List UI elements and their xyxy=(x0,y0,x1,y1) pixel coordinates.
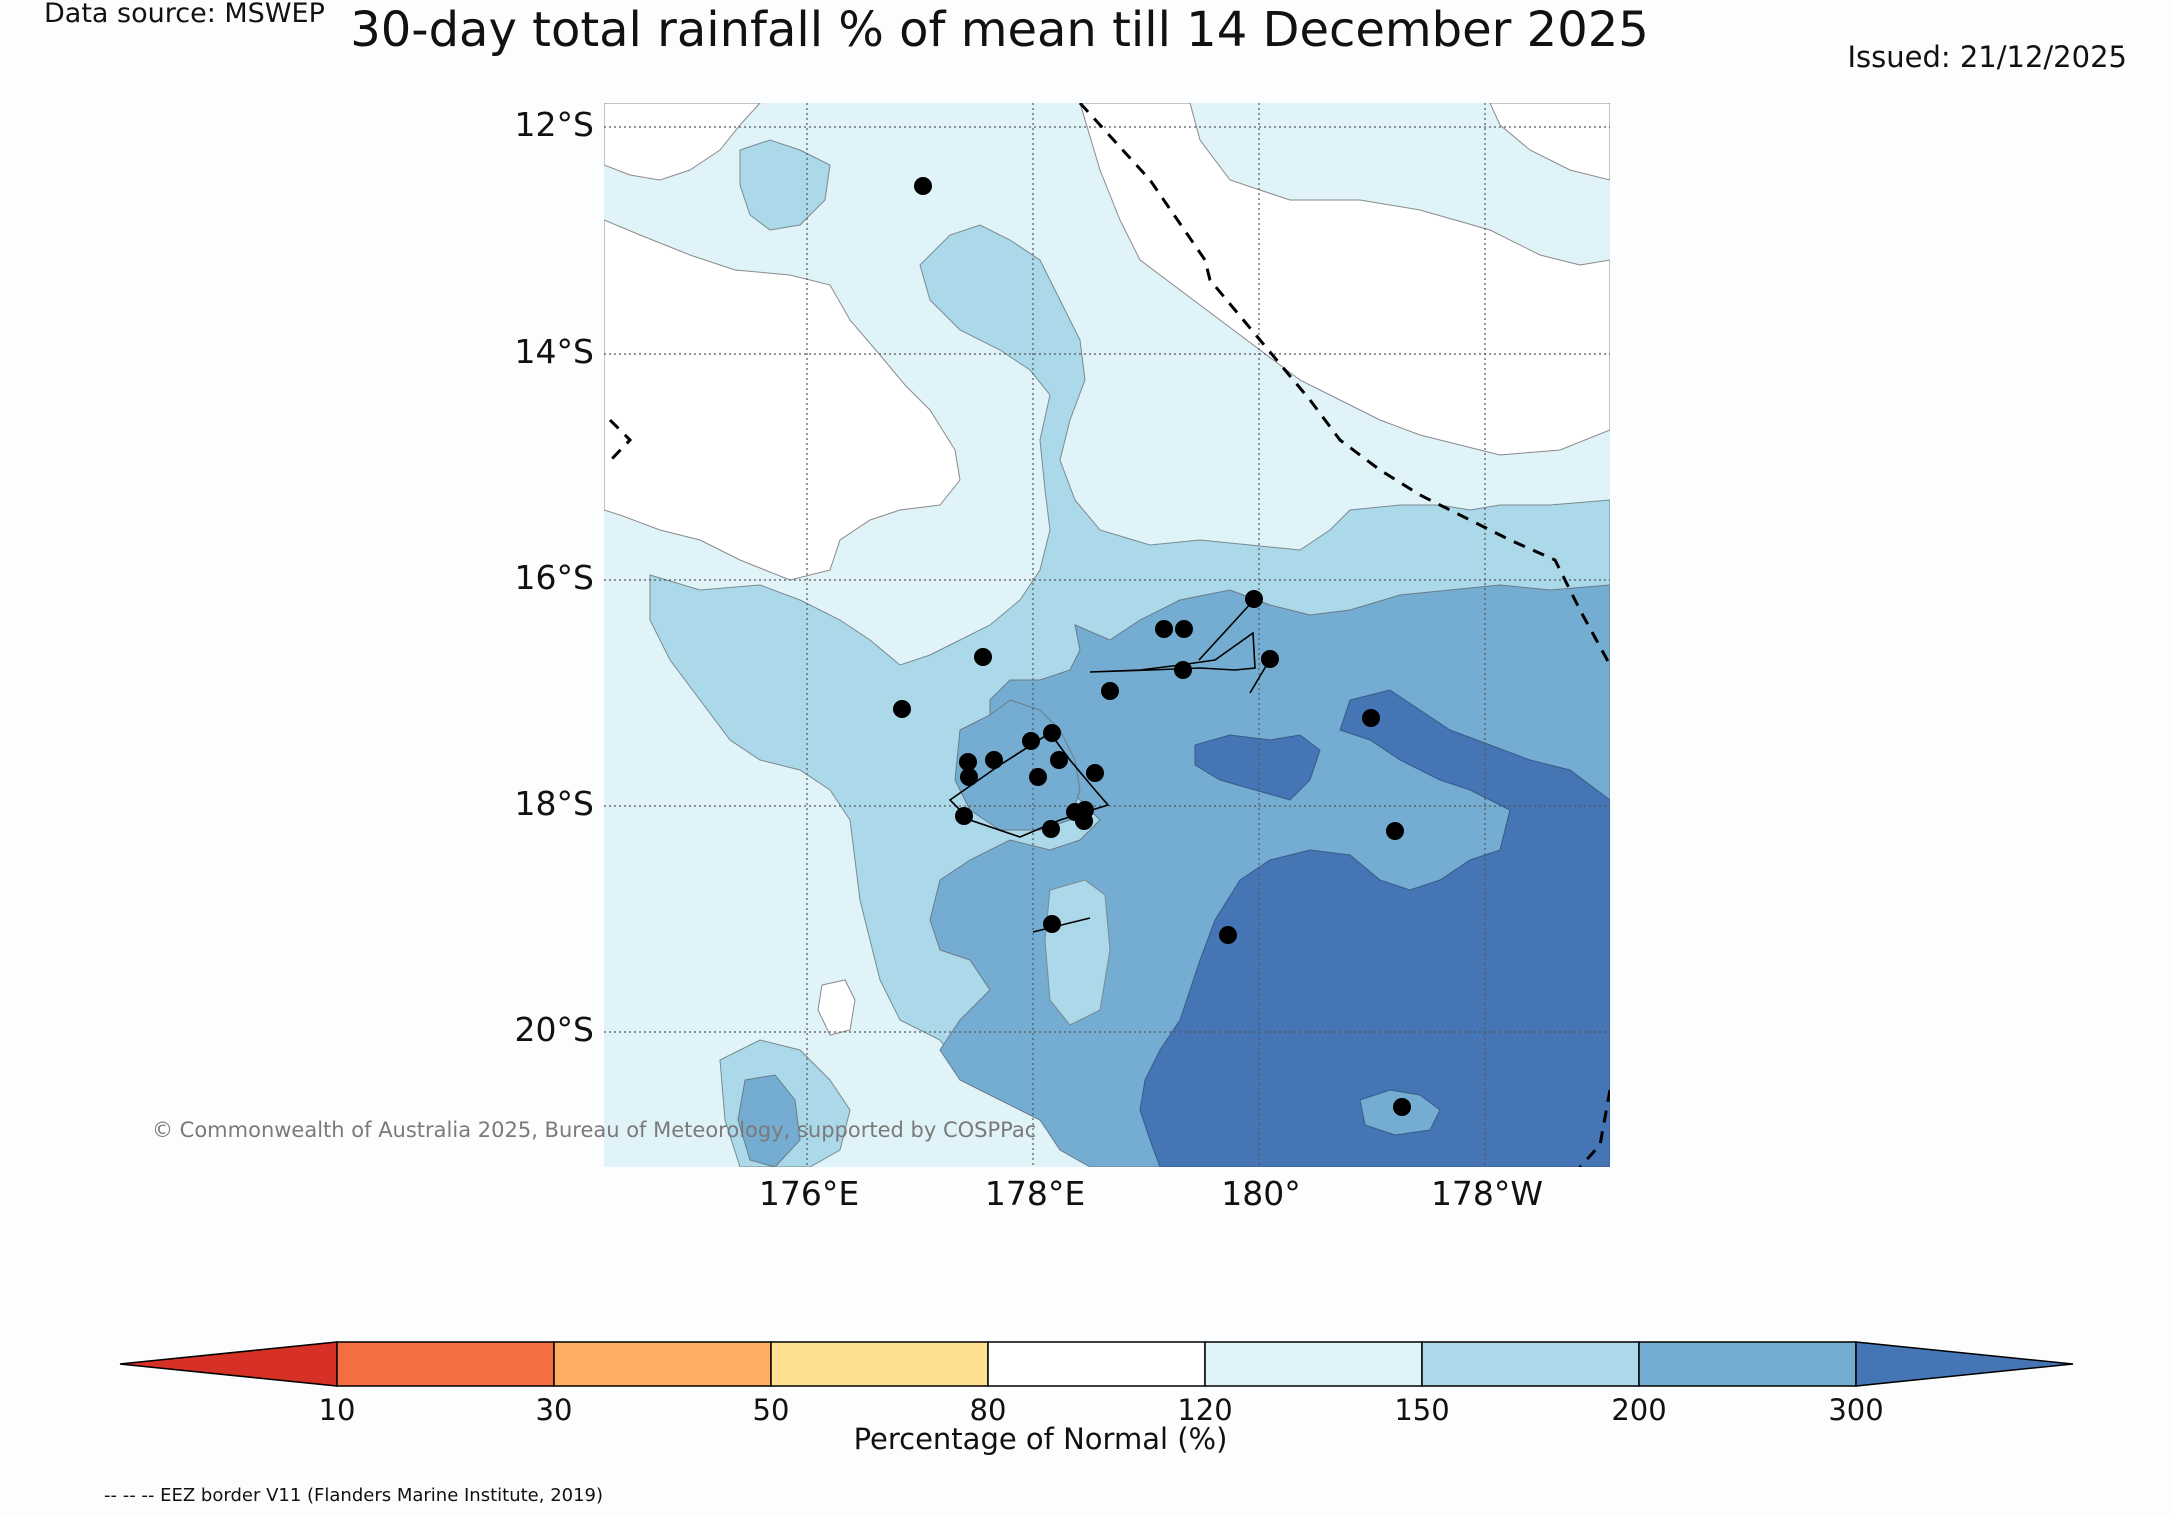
colorbar-30-50 xyxy=(553,1341,772,1387)
graticule xyxy=(604,103,1610,1167)
colorbar-title: Percentage of Normal (%) xyxy=(0,1422,2171,1456)
map-title-text: 30-day total rainfall % of mean till 14 … xyxy=(350,2,1649,58)
eez-border xyxy=(604,103,1610,1167)
eez-border-note: -- -- -- EEZ border V11 (Flanders Marine… xyxy=(104,1485,604,1506)
lon-label-178w: 178°W xyxy=(1430,1174,1544,1213)
region-80-120-sw xyxy=(817,979,856,1036)
region-80-120-east xyxy=(1079,103,1610,456)
station-dot xyxy=(1101,682,1119,700)
station-dot xyxy=(1043,724,1061,742)
issued-date: Issued: 21/12/2025 xyxy=(1847,40,2127,74)
station-dot xyxy=(1086,764,1104,782)
data-source-label: Data source: MSWEP xyxy=(44,0,325,29)
colorbar-tick-200: 200 xyxy=(1611,1393,1667,1427)
station-dot xyxy=(914,177,932,195)
station-dot xyxy=(1261,650,1279,668)
station-dot xyxy=(1050,751,1068,769)
station-dot xyxy=(1386,822,1404,840)
station-dot xyxy=(1042,820,1060,838)
station-dot xyxy=(1075,812,1093,830)
colorbar-150-200 xyxy=(1421,1341,1640,1387)
station-dot xyxy=(1022,732,1040,750)
map-title: 30-day total rainfall % of mean till 14 … xyxy=(0,2,2171,58)
viti-levu-outline xyxy=(948,731,1110,838)
station-dot xyxy=(959,753,977,771)
colorbar-tick-120: 120 xyxy=(1177,1393,1233,1427)
station-dot xyxy=(1043,915,1061,933)
region-150-200-inner xyxy=(1044,879,1111,1026)
region-150-200-nw xyxy=(739,139,831,231)
region-80-120-ne xyxy=(1489,103,1610,181)
station-dot xyxy=(1175,620,1193,638)
colorbar-80-120 xyxy=(987,1341,1206,1387)
lat-label-16s: 16°S xyxy=(514,558,594,597)
region-80-120-top xyxy=(604,103,761,181)
station-dot xyxy=(985,751,1003,769)
colorbar-extend-high xyxy=(1855,1341,2074,1387)
colorbar-10-30 xyxy=(336,1341,555,1387)
eez-border-east xyxy=(1078,103,1610,666)
colorbar-tick-10: 10 xyxy=(318,1393,356,1427)
station-dot xyxy=(1155,620,1173,638)
colorbar-tick-300: 300 xyxy=(1828,1393,1884,1427)
colorbar-tick-80: 80 xyxy=(969,1393,1007,1427)
station-dot xyxy=(893,700,911,718)
station-dot xyxy=(960,768,978,786)
colorbar-segments xyxy=(119,1341,2074,1387)
region-80-120-west xyxy=(604,219,961,581)
taveuni-outline xyxy=(1198,600,1254,661)
station-dot xyxy=(1362,709,1380,727)
station-dot xyxy=(974,648,992,666)
colorbar-extend-low xyxy=(119,1341,338,1387)
lon-label-180: 180° xyxy=(1221,1174,1301,1213)
station-dot xyxy=(1393,1098,1411,1116)
lon-label-178e: 178°E xyxy=(984,1174,1086,1213)
region-300-plus-blob xyxy=(1194,734,1321,801)
station-dot xyxy=(1029,768,1047,786)
copyright-notice: © Commonwealth of Australia 2025, Bureau… xyxy=(152,1118,1037,1142)
lat-label-20s: 20°S xyxy=(514,1010,594,1049)
map-content xyxy=(604,103,1610,1167)
colorbar-tick-30: 30 xyxy=(535,1393,573,1427)
station-dot xyxy=(1174,661,1192,679)
rainfall-map xyxy=(604,103,1610,1167)
colorbar-50-80 xyxy=(770,1341,989,1387)
station-dot xyxy=(955,807,973,825)
colorbar-tick-150: 150 xyxy=(1394,1393,1450,1427)
region-200-300-sw xyxy=(737,1074,801,1167)
station-dot xyxy=(1219,926,1237,944)
lat-label-12s: 12°S xyxy=(514,105,594,144)
lon-label-176e: 176°E xyxy=(758,1174,860,1213)
station-dots xyxy=(893,177,1411,1116)
colorbar-200-300 xyxy=(1638,1341,1857,1387)
colorbar-title-text: Percentage of Normal (%) xyxy=(853,1422,1228,1456)
kadavu-outline xyxy=(1032,917,1091,933)
station-dot xyxy=(1245,590,1263,608)
colorbar-tick-50: 50 xyxy=(752,1393,790,1427)
region-300-plus xyxy=(1139,689,1610,1167)
colorbar-120-150 xyxy=(1204,1341,1423,1387)
eez-border-west xyxy=(604,418,633,467)
lat-label-14s: 14°S xyxy=(514,332,594,371)
lat-label-18s: 18°S xyxy=(514,784,594,823)
